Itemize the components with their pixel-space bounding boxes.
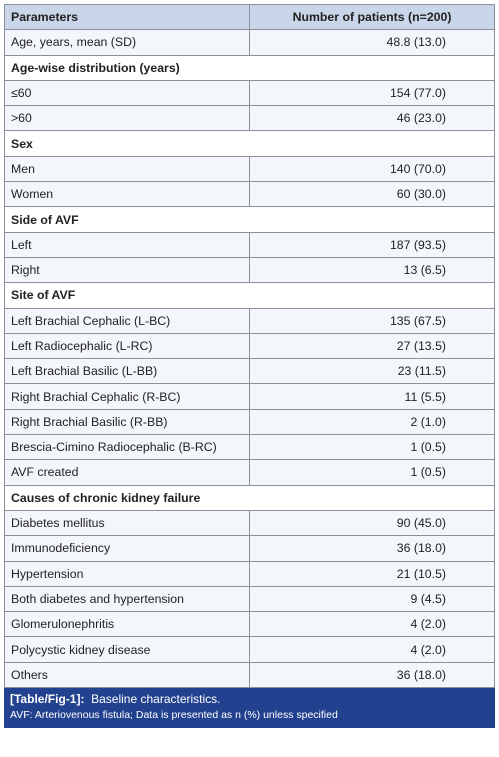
label-cell: >60 — [4, 105, 250, 132]
value-cell: 11 (5.5) — [249, 383, 495, 410]
value-cell: 36 (18.0) — [249, 661, 495, 689]
data-row: Diabetes mellitus 90 (45.0) — [4, 509, 495, 537]
data-row: ≤60 154 (77.0) — [4, 79, 495, 107]
section-cell: Site of AVF — [4, 282, 495, 309]
value-cell: 90 (45.0) — [249, 509, 495, 537]
label-cell: Right Brachial Cephalic (R-BC) — [4, 383, 250, 410]
section-cell: Causes of chronic kidney failure — [4, 484, 495, 511]
label-cell: Glomerulonephritis — [4, 611, 250, 638]
data-row: >60 46 (23.0) — [4, 105, 495, 132]
value-cell: 140 (70.0) — [249, 155, 495, 183]
value-cell: 1 (0.5) — [249, 434, 495, 461]
label-cell: Hypertension — [4, 560, 250, 587]
header-cell: Parameters — [4, 3, 250, 31]
value-cell: 27 (13.5) — [249, 332, 495, 360]
label-cell: ≤60 — [4, 79, 250, 107]
data-row: Right 13 (6.5) — [4, 256, 495, 284]
label-cell: Both diabetes and hypertension — [4, 585, 250, 613]
data-row: AVF created 1 (0.5) — [4, 459, 495, 486]
data-row: Others 36 (18.0) — [4, 661, 495, 689]
data-row: Brescia-Cimino Radiocephalic (B-RC) 1 (0.… — [4, 434, 495, 461]
value-cell: 23 (11.5) — [249, 358, 495, 385]
value-cell: 4 (2.0) — [249, 611, 495, 638]
header-row: Parameters Number of patients (n=200) — [4, 3, 495, 31]
caption-label: [Table/Fig-1]: — [10, 692, 85, 707]
label-cell: Right — [4, 256, 250, 284]
value-cell: 36 (18.0) — [249, 535, 495, 562]
data-row: Right Brachial Basilic (R-BB) 2 (1.0) — [4, 408, 495, 436]
caption-note: AVF: Arteriovenous fistula; Data is pres… — [10, 709, 338, 722]
label-cell: Brescia-Cimino Radiocephalic (B-RC) — [4, 434, 250, 461]
table-figure: Parameters Number of patients (n=200) Ag… — [4, 3, 495, 729]
label-cell: Others — [4, 661, 250, 689]
section-cell: Sex — [4, 130, 495, 157]
table: Parameters Number of patients (n=200) Ag… — [4, 3, 495, 689]
data-row: Left Brachial Basilic (L-BB) 23 (11.5) — [4, 358, 495, 385]
section-row: Site of AVF — [4, 282, 495, 309]
caption: [Table/Fig-1]: Baseline characteristics.… — [4, 688, 495, 729]
header-cell: Number of patients (n=200) — [249, 3, 495, 31]
data-row: Immunodeficiency 36 (18.0) — [4, 535, 495, 562]
data-row: Polycystic kidney disease 4 (2.0) — [4, 636, 495, 663]
label-cell: Left — [4, 231, 250, 258]
label-cell: Left Brachial Basilic (L-BB) — [4, 358, 250, 385]
label-cell: Immunodeficiency — [4, 535, 250, 562]
label-cell: Diabetes mellitus — [4, 509, 250, 537]
section-cell: Side of AVF — [4, 206, 495, 233]
label-cell: Right Brachial Basilic (R-BB) — [4, 408, 250, 436]
value-cell: 48.8 (13.0) — [249, 29, 495, 56]
data-row: Hypertension 21 (10.5) — [4, 560, 495, 587]
data-row: Left 187 (93.5) — [4, 231, 495, 258]
section-row: Causes of chronic kidney failure — [4, 484, 495, 511]
data-row: Left Radiocephalic (L-RC) 27 (13.5) — [4, 332, 495, 360]
data-row: Glomerulonephritis 4 (2.0) — [4, 611, 495, 638]
value-cell: 154 (77.0) — [249, 79, 495, 107]
data-row: Age, years, mean (SD) 48.8 (13.0) — [4, 29, 495, 56]
section-row: Side of AVF — [4, 206, 495, 233]
data-row: Women 60 (30.0) — [4, 181, 495, 208]
section-row: Age-wise distribution (years) — [4, 54, 495, 81]
value-cell: 9 (4.5) — [249, 585, 495, 613]
label-cell: AVF created — [4, 459, 250, 486]
label-cell: Women — [4, 181, 250, 208]
value-cell: 60 (30.0) — [249, 181, 495, 208]
label-cell: Age, years, mean (SD) — [4, 29, 250, 56]
value-cell: 46 (23.0) — [249, 105, 495, 132]
value-cell: 21 (10.5) — [249, 560, 495, 587]
section-row: Sex — [4, 130, 495, 157]
value-cell: 1 (0.5) — [249, 459, 495, 486]
caption-text: Baseline characteristics. — [91, 692, 221, 707]
data-row: Right Brachial Cephalic (R-BC) 11 (5.5) — [4, 383, 495, 410]
value-cell: 2 (1.0) — [249, 408, 495, 436]
data-row: Left Brachial Cephalic (L-BC) 135 (67.5) — [4, 307, 495, 334]
value-cell: 13 (6.5) — [249, 256, 495, 284]
label-cell: Left Brachial Cephalic (L-BC) — [4, 307, 250, 334]
section-cell: Age-wise distribution (years) — [4, 54, 495, 81]
value-cell: 4 (2.0) — [249, 636, 495, 663]
value-cell: 135 (67.5) — [249, 307, 495, 334]
label-cell: Men — [4, 155, 250, 183]
label-cell: Left Radiocephalic (L-RC) — [4, 332, 250, 360]
data-row: Men 140 (70.0) — [4, 155, 495, 183]
value-cell: 187 (93.5) — [249, 231, 495, 258]
label-cell: Polycystic kidney disease — [4, 636, 250, 663]
data-row: Both diabetes and hypertension 9 (4.5) — [4, 585, 495, 613]
